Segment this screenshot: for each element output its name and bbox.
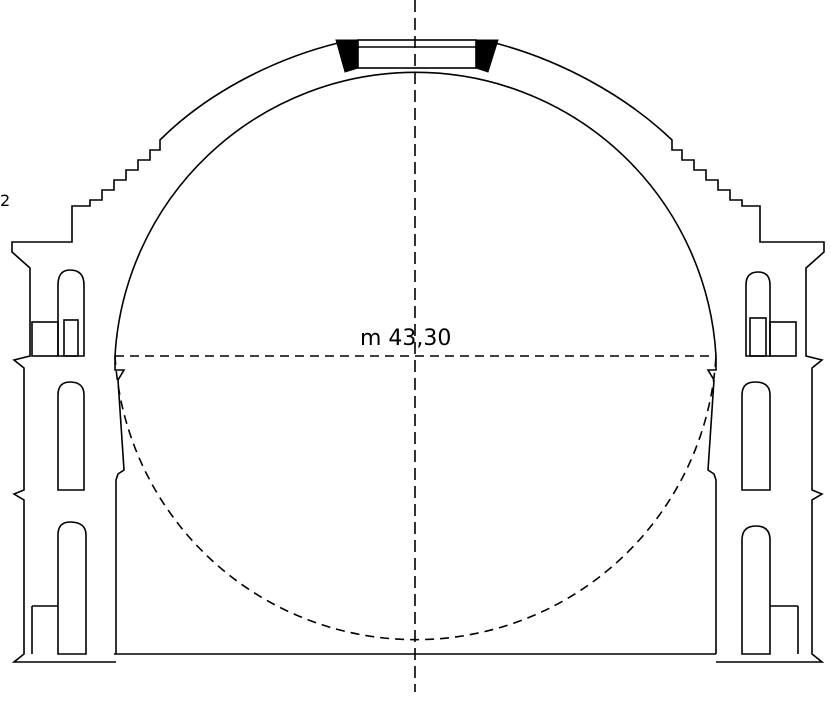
dimension-label: m 43,30 [360, 326, 451, 351]
inner-wall-right [708, 356, 716, 654]
outer-wall-right [495, 43, 824, 662]
oculus-ring-left [336, 40, 358, 72]
outer-wall-left [12, 43, 338, 662]
oculus-opening [358, 40, 476, 68]
right-wall-chambers [742, 272, 798, 654]
oculus-ring-right [476, 40, 498, 72]
inner-wall-left [115, 356, 124, 654]
side-mark: 2 [0, 191, 10, 210]
left-wall-chambers [32, 270, 86, 654]
